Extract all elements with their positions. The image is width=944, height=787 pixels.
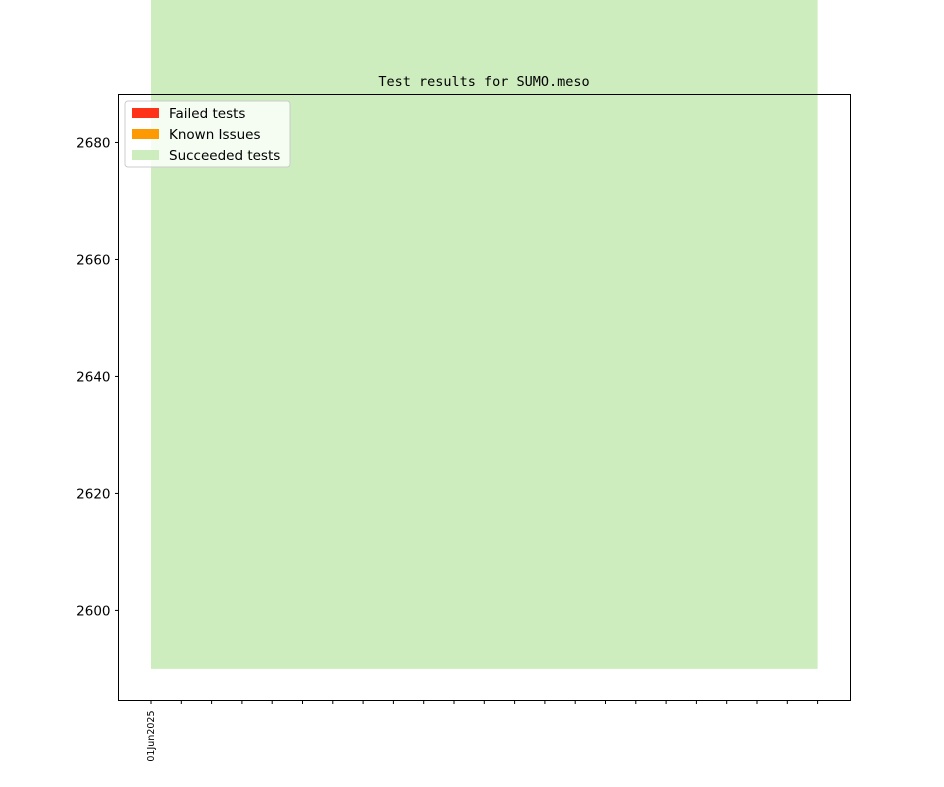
y-tick-label: 2600 [76, 603, 110, 619]
legend-swatch-known-issues [132, 129, 159, 139]
legend-label-failed-tests: Failed tests [169, 106, 245, 122]
area-succeeded-tests [151, 0, 818, 669]
legend-swatch-succeeded-tests [132, 150, 159, 160]
legend-label-succeeded-tests: Succeeded tests [169, 148, 280, 164]
legend: Failed tests Known Issues Succeeded tests [124, 100, 291, 168]
stacked-areas [151, 0, 818, 669]
y-tick-label: 2640 [76, 369, 110, 385]
x-tick-label: 01Jun2025 [146, 711, 157, 762]
x-axis: 01Jun2025 [146, 700, 819, 762]
y-tick-label: 2660 [76, 252, 110, 268]
legend-box [124, 100, 291, 168]
y-tick-label: 2680 [76, 135, 110, 151]
legend-label-known-issues: Known Issues [169, 127, 261, 143]
chart-title: Test results for SUMO.meso [378, 74, 589, 90]
y-axis: 2600 2620 2640 2660 2680 [76, 135, 119, 619]
legend-swatch-failed-tests [132, 108, 159, 118]
y-tick-label: 2620 [76, 486, 110, 502]
